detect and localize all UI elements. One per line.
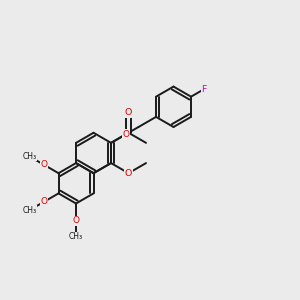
Text: O: O xyxy=(125,169,132,178)
Text: CH₃: CH₃ xyxy=(22,152,37,161)
Text: O: O xyxy=(40,197,47,206)
Text: CH₃: CH₃ xyxy=(69,232,83,241)
Text: CH₃: CH₃ xyxy=(22,206,37,214)
Text: F: F xyxy=(202,85,207,94)
Text: O: O xyxy=(125,108,132,117)
Text: O: O xyxy=(122,130,129,139)
Text: O: O xyxy=(73,216,80,225)
Text: O: O xyxy=(40,160,47,169)
